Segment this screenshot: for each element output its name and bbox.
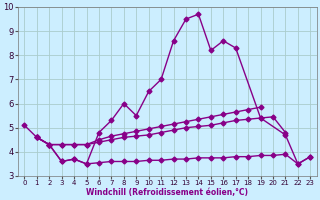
X-axis label: Windchill (Refroidissement éolien,°C): Windchill (Refroidissement éolien,°C) xyxy=(86,188,248,197)
